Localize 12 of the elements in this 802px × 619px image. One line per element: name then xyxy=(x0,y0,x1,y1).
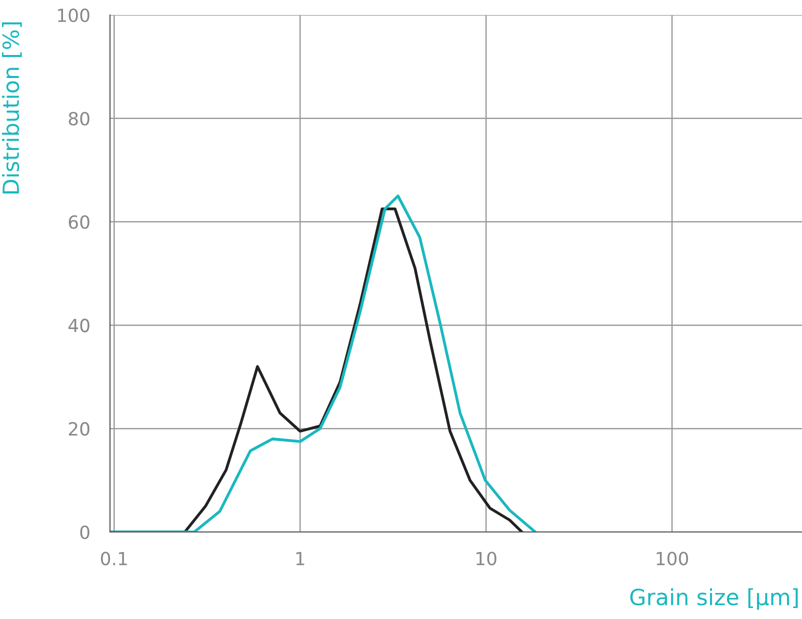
y-tick-label: 60 xyxy=(68,215,90,229)
x-tick-label: 1 xyxy=(296,552,304,566)
y-tick-label: 20 xyxy=(68,422,90,436)
y-axis-title: Distribution [%] xyxy=(2,22,22,194)
y-tick-label: 0 xyxy=(80,525,90,540)
y-tick-label: 100 xyxy=(58,8,90,22)
x-tick-label: 100 xyxy=(656,552,688,566)
x-axis-title: Grain size [μm] xyxy=(630,588,798,610)
x-tick-label: 0.1 xyxy=(100,552,127,566)
y-tick-label: 80 xyxy=(68,112,90,126)
y-tick-label: 40 xyxy=(68,318,90,332)
x-tick-label: 10 xyxy=(476,552,496,566)
